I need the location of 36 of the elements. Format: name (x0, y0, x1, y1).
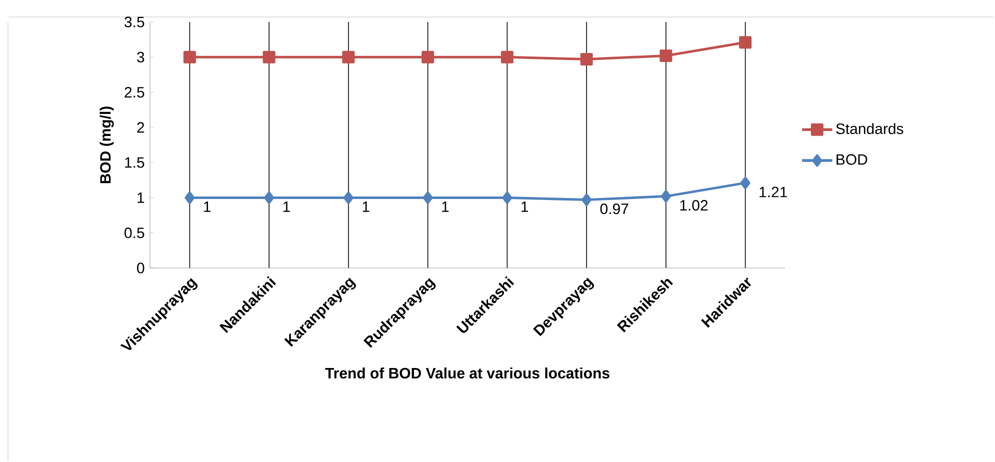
y-tick-label: 2.5 (124, 86, 144, 98)
data-label: 0.97 (600, 204, 628, 214)
point (183, 50, 196, 64)
point (582, 194, 592, 206)
data-label: 1 (204, 202, 211, 212)
point (580, 52, 593, 66)
y-tick-label: 3.5 (124, 16, 144, 28)
point (184, 191, 195, 204)
data-label: 1 (362, 202, 370, 212)
point (343, 191, 354, 204)
point (660, 49, 672, 62)
point (660, 190, 671, 203)
data-label: 1.21 (760, 186, 787, 198)
point (342, 50, 355, 64)
data-label: 1 (442, 202, 449, 212)
y-tick-label: 1 (138, 192, 144, 203)
point (739, 36, 752, 49)
legend-label: BOD (836, 154, 868, 165)
point (264, 191, 274, 204)
y-tick-label: 3 (137, 52, 144, 62)
y-tick-label: 2 (137, 122, 144, 133)
legend-label: Standards (836, 123, 904, 134)
point (422, 50, 434, 64)
point (262, 50, 276, 64)
point (740, 176, 750, 190)
point (500, 50, 514, 64)
y-axis-title: BOD (mg/l) (100, 106, 114, 184)
point (502, 191, 512, 204)
data-label: 1 (283, 202, 290, 212)
y-tick-label: 1.5 (125, 157, 144, 168)
y-tick-label: 0.5 (124, 228, 144, 238)
y-tick-label: 0 (137, 262, 144, 274)
data-label: 1.02 (680, 200, 708, 211)
point (422, 191, 433, 204)
x-axis-title: Trend of BOD Value at various locations (325, 367, 610, 378)
data-label: 1 (522, 202, 528, 212)
